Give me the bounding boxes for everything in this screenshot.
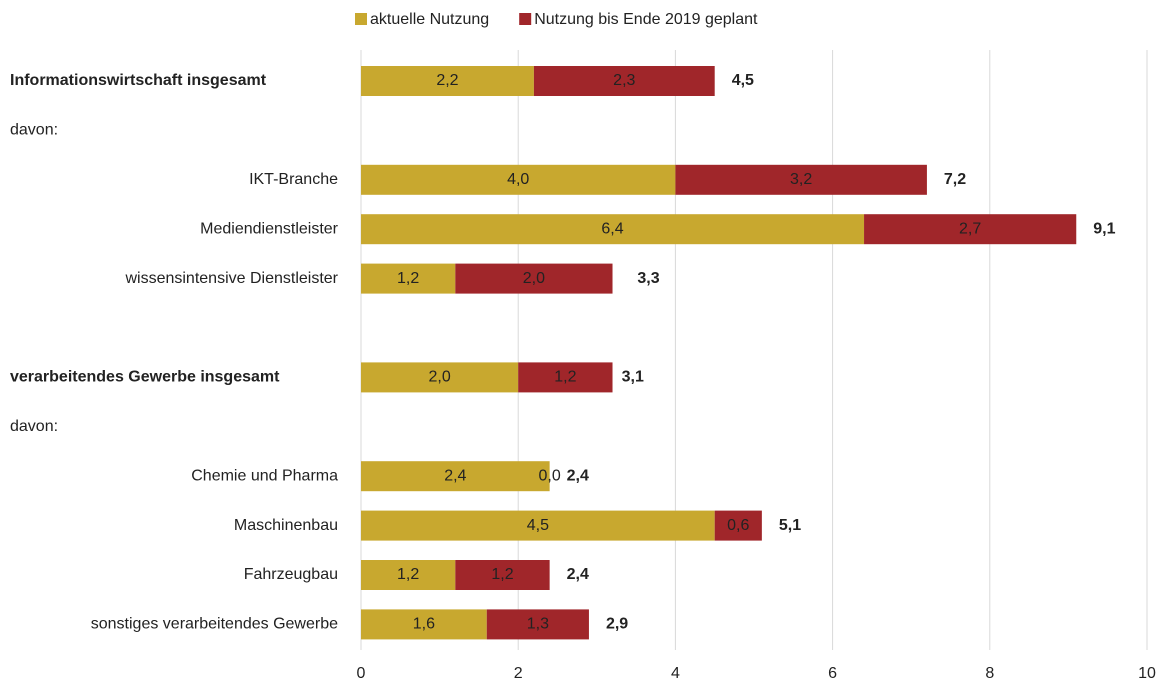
bar-segment (518, 362, 613, 393)
bar-segment (361, 214, 865, 245)
value-label: 1,2 (491, 566, 513, 583)
value-label: 0,0 (539, 467, 561, 484)
category-label: Chemie und Pharma (191, 467, 338, 484)
bar-segment (714, 510, 762, 541)
bar-segment (361, 461, 550, 492)
total-label: 2,4 (567, 566, 589, 583)
x-tick-label: 8 (985, 665, 994, 682)
bar-segment (455, 560, 550, 590)
legend-swatch (355, 13, 367, 25)
value-label: 2,2 (436, 72, 458, 89)
value-label: 1,6 (413, 616, 435, 633)
value-label: 2,4 (444, 467, 466, 484)
bar-segment (361, 263, 456, 294)
value-label: 1,2 (554, 369, 576, 386)
x-tick-label: 2 (514, 665, 523, 682)
category-label: Fahrzeugbau (244, 566, 338, 583)
category-label: Mediendienstleister (200, 220, 339, 237)
category-label: Informationswirtschaft insgesamt (10, 72, 267, 89)
value-label: 2,7 (959, 220, 981, 237)
category-label: davon: (10, 122, 58, 139)
bar-segment (361, 66, 534, 96)
bar-segment (361, 362, 519, 393)
bar-segment (455, 263, 613, 294)
total-label: 9,1 (1093, 220, 1115, 237)
total-label: 2,4 (567, 467, 589, 484)
value-label: 4,0 (507, 171, 529, 188)
total-label: 3,1 (622, 369, 644, 386)
bar-segment (486, 609, 589, 640)
legend-label: aktuelle Nutzung (370, 11, 489, 28)
value-label: 1,2 (397, 566, 419, 583)
category-label: IKT-Branche (249, 171, 338, 188)
category-label: sonstiges verarbeitendes Gewerbe (91, 616, 338, 633)
x-tick-label: 0 (357, 665, 366, 682)
bar-segment (864, 214, 1077, 245)
bar-segment (361, 609, 487, 640)
value-label: 4,5 (527, 517, 549, 534)
total-label: 3,3 (637, 270, 659, 287)
value-label: 2,0 (428, 369, 450, 386)
bar-segment (361, 560, 456, 590)
category-label: Maschinenbau (234, 517, 338, 534)
value-label: 1,2 (397, 270, 419, 287)
x-tick-label: 6 (828, 665, 837, 682)
total-label: 4,5 (732, 72, 754, 89)
bar-segment (533, 66, 715, 96)
value-label: 0,6 (727, 517, 749, 534)
x-tick-label: 4 (671, 665, 680, 682)
value-label: 1,3 (527, 616, 549, 633)
total-label: 2,9 (606, 616, 628, 633)
category-label: davon: (10, 418, 58, 435)
total-label: 7,2 (944, 171, 966, 188)
value-label: 6,4 (601, 220, 623, 237)
legend-label: Nutzung bis Ende 2019 geplant (534, 11, 758, 28)
total-label: 5,1 (779, 517, 801, 534)
category-label: wissensintensive Dienstleister (124, 270, 338, 287)
value-label: 2,0 (523, 270, 545, 287)
value-label: 3,2 (790, 171, 812, 188)
bar-segment (361, 510, 715, 541)
category-label: verarbeitendes Gewerbe insgesamt (10, 369, 280, 386)
legend-swatch (519, 13, 532, 25)
bar-segment (675, 164, 927, 195)
x-tick-label: 10 (1138, 665, 1156, 682)
bar-segment (361, 164, 676, 195)
value-label: 2,3 (613, 72, 635, 89)
